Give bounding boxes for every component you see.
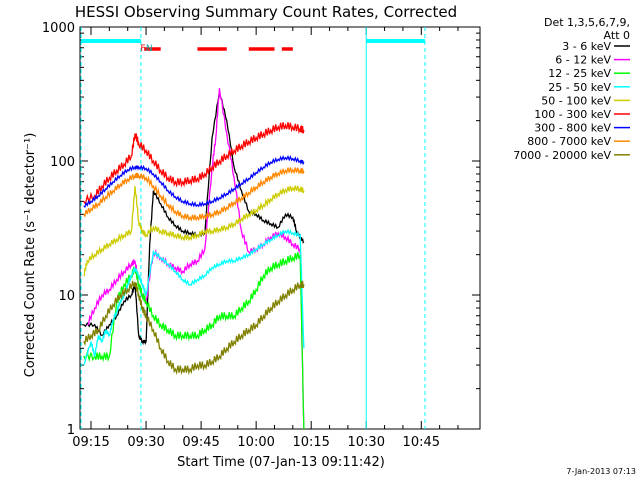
series-line bbox=[87, 88, 305, 430]
footer-date: 7-Jan-2013 07:13 bbox=[566, 467, 636, 476]
flag-label: N bbox=[146, 44, 153, 54]
plot-area: 1 10 100 1000 09:15 09:30 09:45 10:00 10:15 10:30… bbox=[42, 21, 481, 450]
legend-header-line-2: Att 0 bbox=[604, 29, 630, 42]
series-line bbox=[83, 228, 305, 366]
legend-entry-label: 100 - 300 keV bbox=[534, 108, 611, 121]
x-tick-label: 09:45 bbox=[182, 435, 219, 450]
series-line bbox=[83, 167, 305, 222]
legend-entry-label: 800 - 7000 keV bbox=[527, 135, 611, 148]
legend-entry-label: 300 - 800 keV bbox=[534, 122, 611, 135]
y-tick-label: 1000 bbox=[42, 21, 75, 36]
x-tick-label: 10:45 bbox=[403, 435, 440, 450]
legend-entry-label: 12 - 25 keV bbox=[548, 67, 611, 80]
flag-label: F bbox=[140, 44, 145, 54]
chart-title: HESSI Observing Summary Count Rates, Cor… bbox=[75, 3, 457, 21]
x-tick-label: 10:30 bbox=[348, 435, 385, 450]
y-axis-label: Corrected Count Rate (s⁻¹ detector⁻¹) bbox=[23, 133, 38, 378]
series-line bbox=[83, 154, 305, 208]
series-line bbox=[83, 91, 305, 346]
legend-header-line-1: Det 1,3,5,6,7,9, bbox=[544, 16, 630, 29]
y-tick-label: 100 bbox=[50, 155, 75, 170]
y-tick-label: 10 bbox=[58, 289, 75, 304]
series-line bbox=[83, 252, 305, 430]
series-line bbox=[83, 185, 305, 277]
y-tick-label: 1 bbox=[67, 423, 75, 438]
plot-frame bbox=[79, 26, 481, 430]
legend-entry-label: 6 - 12 keV bbox=[555, 54, 611, 67]
x-tick-label: 10:00 bbox=[237, 435, 274, 450]
x-axis-label: Start Time (07-Jan-13 09:11:42) bbox=[177, 455, 385, 470]
legend-entry-label: 3 - 6 keV bbox=[562, 40, 611, 53]
series-line bbox=[83, 122, 305, 206]
legend-entry-label: 25 - 50 keV bbox=[548, 81, 611, 94]
x-tick-label: 09:15 bbox=[72, 435, 109, 450]
legend-entry-label: 50 - 100 keV bbox=[541, 94, 611, 107]
x-tick-label: 09:30 bbox=[127, 435, 164, 450]
legend-entry-label: 7000 - 20000 keV bbox=[513, 149, 611, 162]
series-line bbox=[83, 280, 305, 376]
x-tick-label: 10:15 bbox=[292, 435, 329, 450]
